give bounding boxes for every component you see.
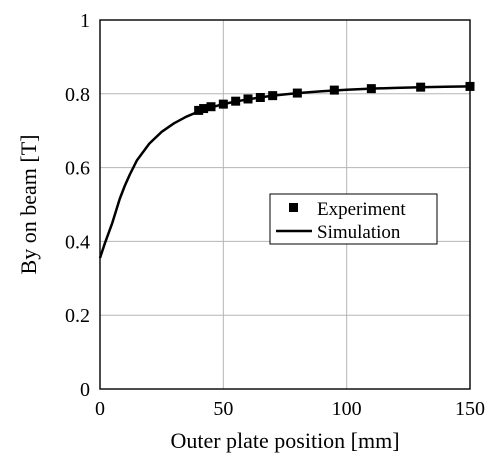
y-tick-label: 0.2 bbox=[65, 305, 90, 327]
x-tick-label: 50 bbox=[213, 398, 233, 420]
y-tick-label: 0 bbox=[80, 379, 90, 401]
axis-ticks: 0 50 100 150 0 0.2 0.4 0.6 0.8 1 bbox=[65, 10, 485, 420]
x-tick-label: 150 bbox=[455, 398, 485, 420]
legend-label-experiment: Experiment bbox=[317, 199, 406, 220]
legend-box bbox=[269, 193, 438, 245]
x-tick-label: 100 bbox=[332, 398, 362, 420]
series bbox=[98, 81, 475, 259]
x-axis-title: Outer plate position [mm] bbox=[170, 428, 399, 453]
y-tick-label: 0.8 bbox=[65, 84, 90, 106]
y-tick-label: 1 bbox=[80, 10, 90, 32]
plot-frame bbox=[99, 19, 471, 390]
y-tick-label: 0.6 bbox=[65, 158, 90, 180]
legend-label-simulation: Simulation bbox=[317, 222, 401, 243]
y-axis-title: By on beam [T] bbox=[16, 135, 41, 275]
legend: Experiment Simulation bbox=[269, 193, 438, 245]
y-tick-label: 0.4 bbox=[65, 231, 90, 253]
legend-marker-experiment bbox=[289, 203, 298, 212]
x-tick-label: 0 bbox=[95, 398, 105, 420]
data-point-experiment bbox=[199, 104, 209, 114]
series-line-simulation bbox=[98, 85, 471, 259]
